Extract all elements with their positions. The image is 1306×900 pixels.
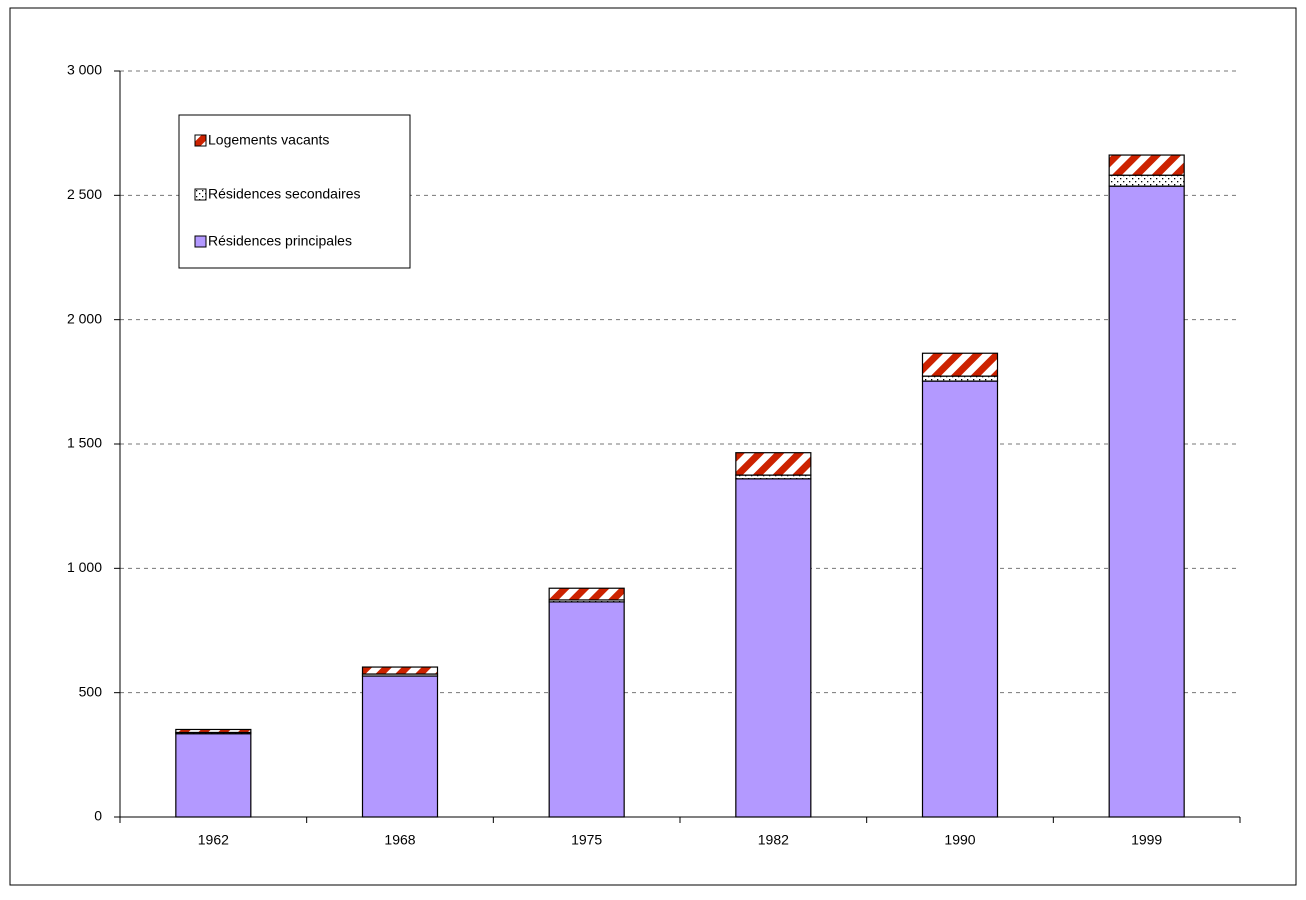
legend-label: Résidences principales bbox=[208, 233, 352, 249]
legend-swatch bbox=[194, 134, 207, 147]
bar-segment bbox=[1108, 185, 1185, 818]
legend-label: Résidences secondaires bbox=[208, 186, 361, 202]
bar-segment bbox=[921, 352, 999, 377]
legend-swatch bbox=[194, 235, 207, 248]
bar-segment bbox=[361, 675, 439, 818]
y-tick-label: 3 000 bbox=[67, 62, 102, 78]
bar-segment bbox=[548, 601, 625, 818]
x-tick-label: 1968 bbox=[384, 832, 415, 848]
bar-segment bbox=[175, 728, 252, 734]
bar-segment bbox=[1108, 174, 1185, 187]
x-tick-label: 1975 bbox=[571, 832, 602, 848]
x-tick-label: 1990 bbox=[944, 832, 975, 848]
legend-box bbox=[178, 114, 411, 269]
y-tick-label: 1 000 bbox=[67, 559, 102, 575]
bar-segment bbox=[921, 375, 999, 382]
x-tick-label: 1962 bbox=[198, 832, 229, 848]
y-tick-label: 500 bbox=[79, 683, 103, 699]
x-tick-label: 1982 bbox=[758, 832, 789, 848]
legend-swatch bbox=[194, 188, 207, 201]
bar-segment bbox=[735, 478, 812, 818]
legend-label: Logements vacants bbox=[208, 132, 329, 148]
bar-segment bbox=[921, 380, 999, 818]
y-tick-label: 2 500 bbox=[67, 186, 102, 202]
y-tick-label: 0 bbox=[94, 808, 102, 824]
y-tick-label: 1 500 bbox=[67, 435, 102, 451]
bar-segment bbox=[361, 666, 439, 675]
y-tick-label: 2 000 bbox=[67, 310, 102, 326]
bar-segment bbox=[1108, 154, 1185, 176]
x-tick-label: 1999 bbox=[1131, 832, 1162, 848]
bar-segment bbox=[735, 452, 812, 476]
bar-segment bbox=[548, 587, 625, 601]
bar-segment bbox=[175, 733, 252, 818]
